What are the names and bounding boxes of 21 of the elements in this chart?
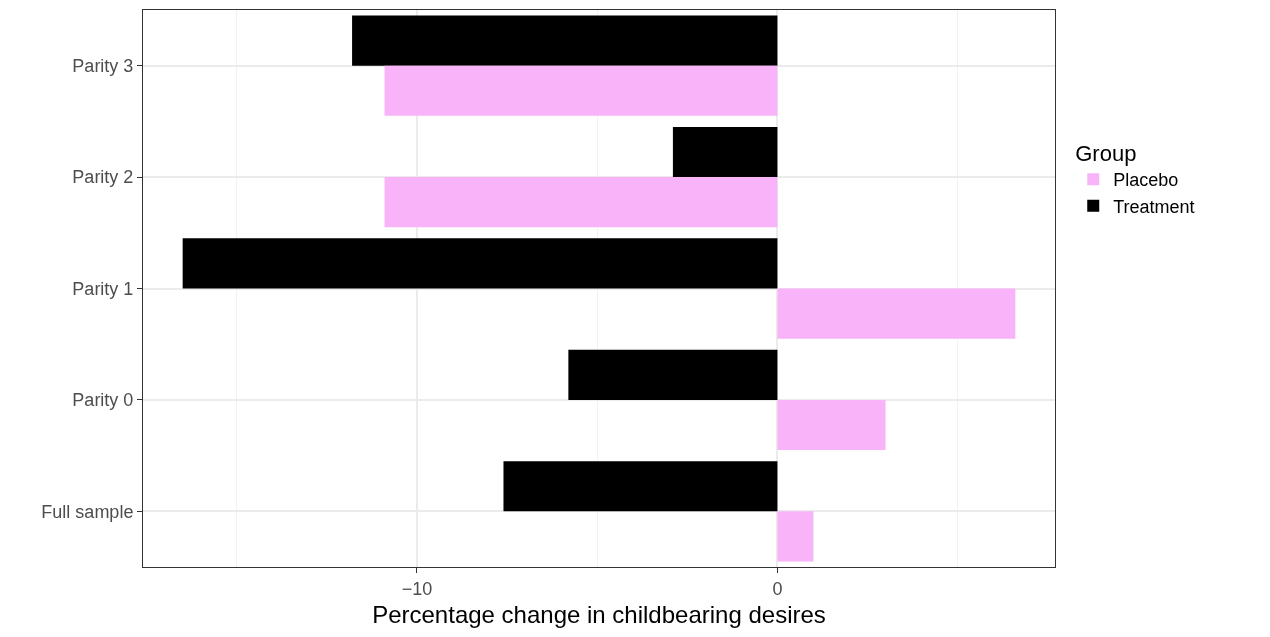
y-tick-label: Parity 3 — [72, 56, 134, 76]
legend-label: Treatment — [1113, 196, 1195, 217]
y-tick-label: Parity 2 — [72, 167, 134, 188]
bar — [182, 238, 778, 289]
y-tick-label: Full sample — [41, 501, 134, 522]
legend-label: Placebo — [1113, 170, 1179, 191]
legend-title: Group — [1075, 141, 1137, 167]
bar — [672, 126, 778, 178]
x-tick-label: −10 — [401, 578, 433, 599]
x-tick-label: 0 — [772, 578, 783, 599]
bar — [777, 511, 814, 562]
y-tick-label: Parity 0 — [72, 390, 134, 411]
bar — [568, 349, 778, 400]
bar — [777, 399, 886, 451]
bar — [384, 65, 778, 116]
bar — [352, 15, 778, 66]
bar — [503, 461, 778, 512]
bar — [777, 288, 1016, 339]
bar — [384, 177, 778, 228]
y-tick-label: Parity 1 — [72, 278, 134, 299]
x-axis-title: Percentage change in childbearing desires — [372, 600, 826, 628]
